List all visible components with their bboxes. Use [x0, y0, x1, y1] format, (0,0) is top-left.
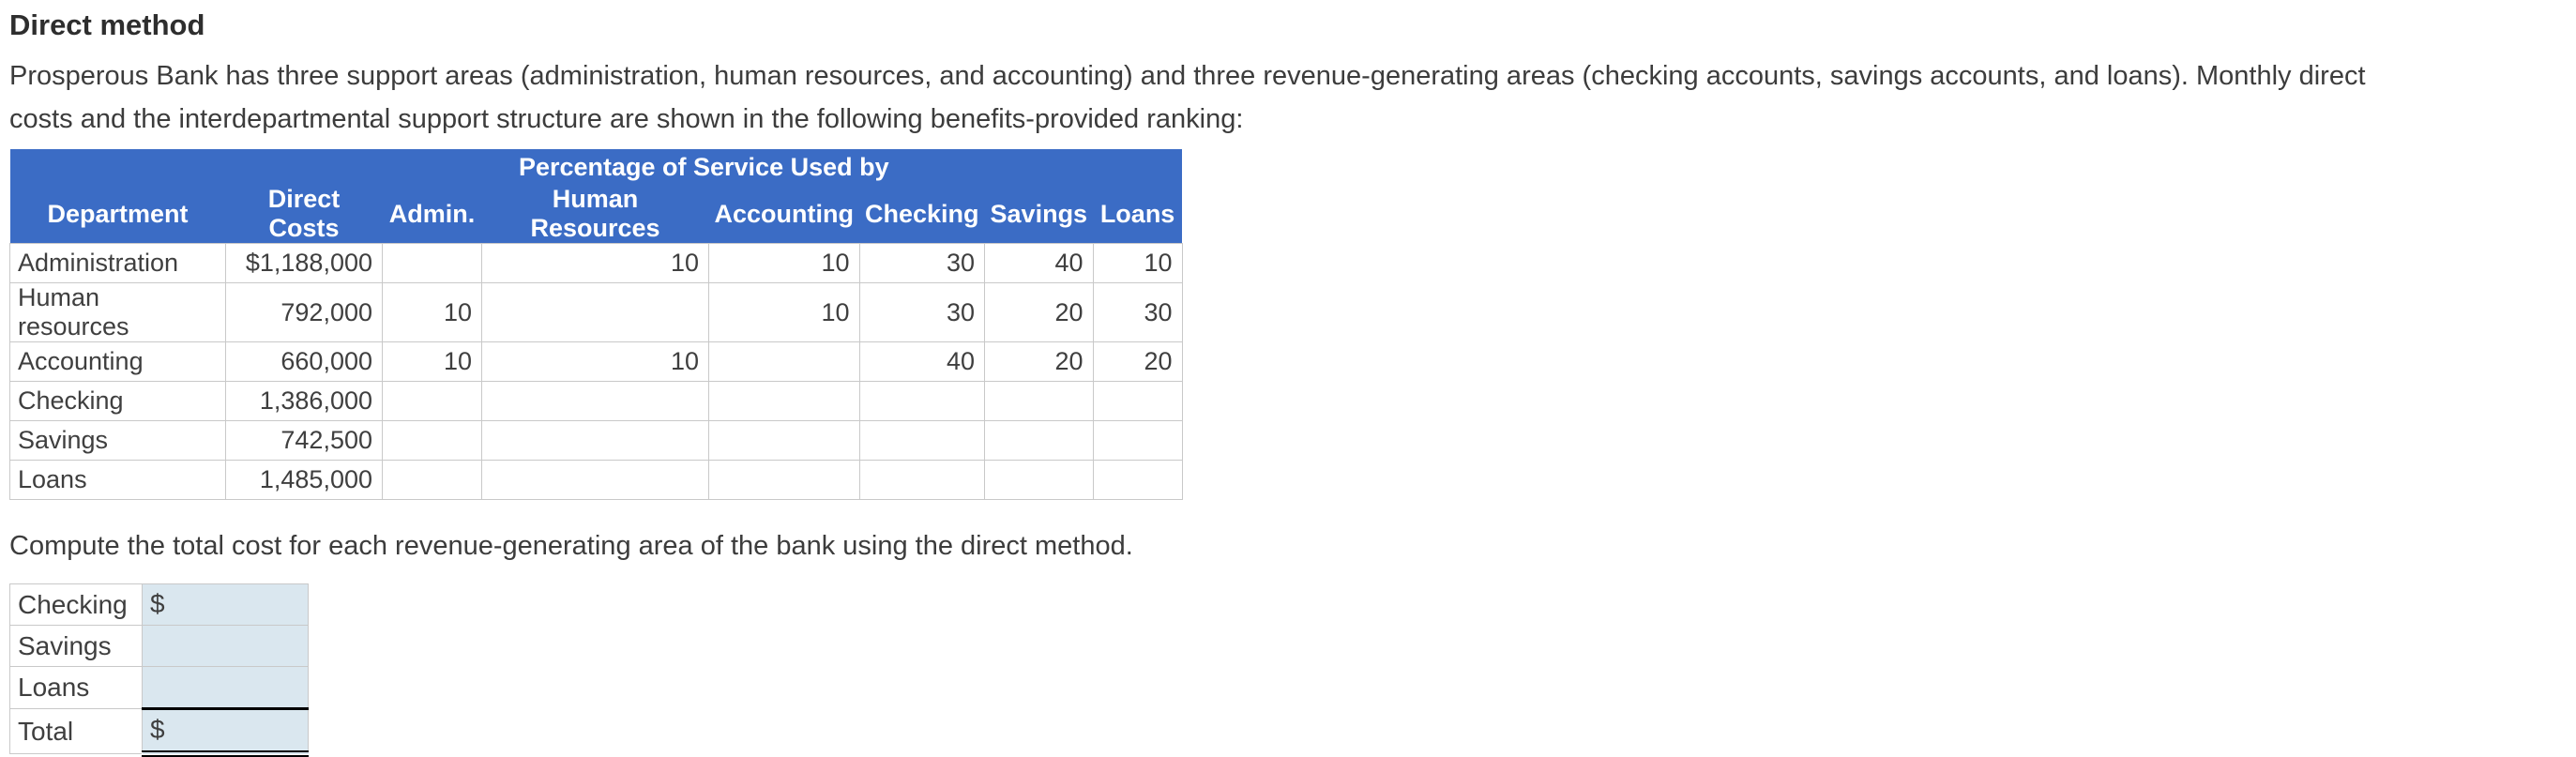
cell-department: Human resources [9, 282, 226, 342]
table-row-loans: Loans 1,485,000 [9, 460, 1183, 500]
cell-hr-pct: 10 [481, 243, 709, 283]
total-amount-input[interactable] [170, 716, 281, 747]
table-row-savings: Savings 742,500 [9, 420, 1183, 461]
table-row-administration: Administration $1,188,000 10 10 30 40 10 [9, 243, 1183, 283]
cell-savings-pct: 20 [984, 282, 1094, 342]
answer-input-cell-savings[interactable] [142, 625, 309, 667]
cell-department: Administration [9, 243, 226, 283]
service-usage-table: Percentage of Service Used by Department… [9, 149, 1183, 500]
cell-loans-pct: 20 [1092, 341, 1183, 382]
table-row-checking: Checking 1,386,000 [9, 381, 1183, 421]
cell-checking-pct: 30 [858, 282, 986, 342]
cell-accounting-pct [708, 381, 860, 421]
dollar-sign-prefix: $ [150, 588, 165, 618]
cell-admin-pct: 10 [382, 341, 482, 382]
answer-row-savings: Savings [9, 625, 309, 667]
span-header-blank-cell [9, 149, 226, 185]
cell-department: Savings [9, 420, 226, 461]
col-header-savings: Savings [984, 185, 1094, 244]
answer-table: Checking $ Savings Loans Total $ [9, 583, 309, 757]
cell-direct-costs: 1,485,000 [225, 460, 383, 500]
col-header-accounting: Accounting [708, 185, 859, 244]
loans-amount-input[interactable] [156, 673, 266, 704]
cell-loans-pct [1092, 420, 1183, 461]
cell-checking-pct: 30 [858, 243, 986, 283]
cell-admin-pct [382, 381, 482, 421]
answer-input-cell-loans[interactable] [142, 666, 309, 709]
col-header-human-resources: Human Resources [481, 185, 709, 244]
cell-hr-pct [481, 282, 709, 342]
cell-savings-pct: 40 [984, 243, 1094, 283]
cell-checking-pct: 40 [858, 341, 986, 382]
cell-accounting-pct [708, 341, 860, 382]
answer-label-savings: Savings [9, 625, 143, 667]
answer-row-total: Total $ [9, 707, 309, 757]
cell-savings-pct [984, 460, 1094, 500]
cell-admin-pct [382, 243, 482, 283]
checking-amount-input[interactable] [170, 590, 281, 621]
cell-accounting-pct [708, 460, 860, 500]
table-row-accounting: Accounting 660,000 10 10 40 20 20 [9, 341, 1183, 382]
col-header-checking: Checking [859, 185, 985, 244]
cell-checking-pct [858, 381, 986, 421]
cell-hr-pct: 10 [481, 341, 709, 382]
answer-input-cell-checking[interactable]: $ [142, 583, 309, 626]
table-column-header-row: Department Direct Costs Admin. Human Res… [9, 185, 1183, 244]
cell-accounting-pct: 10 [708, 243, 860, 283]
answer-label-total: Total [9, 708, 143, 754]
answer-label-loans: Loans [9, 666, 143, 709]
cell-savings-pct [984, 381, 1094, 421]
cell-direct-costs: 792,000 [225, 282, 383, 342]
cell-accounting-pct: 10 [708, 282, 860, 342]
cell-hr-pct [481, 381, 709, 421]
cell-loans-pct [1092, 381, 1183, 421]
col-header-loans: Loans [1093, 185, 1183, 244]
cell-savings-pct: 20 [984, 341, 1094, 382]
cell-admin-pct: 10 [382, 282, 482, 342]
cell-loans-pct: 30 [1092, 282, 1183, 342]
cell-department: Accounting [9, 341, 226, 382]
dollar-sign-prefix: $ [150, 714, 165, 744]
col-header-admin: Admin. [382, 185, 482, 244]
cell-direct-costs: $1,188,000 [225, 243, 383, 283]
cell-direct-costs: 1,386,000 [225, 381, 383, 421]
cell-checking-pct [858, 420, 986, 461]
cell-direct-costs: 660,000 [225, 341, 383, 382]
cell-loans-pct: 10 [1092, 243, 1183, 283]
cell-admin-pct [382, 420, 482, 461]
cell-department: Loans [9, 460, 226, 500]
cell-loans-pct [1092, 460, 1183, 500]
col-header-direct-costs: Direct Costs [225, 185, 383, 244]
col-header-department: Department [9, 185, 226, 244]
page-title: Direct method [9, 8, 205, 41]
instruction-text: Compute the total cost for each revenue-… [9, 531, 1133, 561]
cell-checking-pct [858, 460, 986, 500]
intro-line-2: costs and the interdepartmental support … [9, 104, 1244, 134]
intro-line-1: Prosperous Bank has three support areas … [9, 61, 2366, 91]
cell-direct-costs: 742,500 [225, 420, 383, 461]
span-header-cell: Percentage of Service Used by [225, 149, 1183, 185]
cell-hr-pct [481, 420, 709, 461]
answer-label-checking: Checking [9, 583, 143, 626]
intro-paragraph: Prosperous Bank has three support areas … [9, 54, 2576, 141]
savings-amount-input[interactable] [156, 631, 266, 662]
answer-row-checking: Checking $ [9, 583, 309, 626]
cell-admin-pct [382, 460, 482, 500]
answer-input-cell-total[interactable]: $ [142, 707, 309, 757]
cell-hr-pct [481, 460, 709, 500]
cell-department: Checking [9, 381, 226, 421]
table-row-human-resources: Human resources 792,000 10 10 30 20 30 [9, 282, 1183, 342]
answer-row-loans: Loans [9, 666, 309, 709]
cell-savings-pct [984, 420, 1094, 461]
table-span-header-row: Percentage of Service Used by [9, 149, 1183, 185]
cell-accounting-pct [708, 420, 860, 461]
